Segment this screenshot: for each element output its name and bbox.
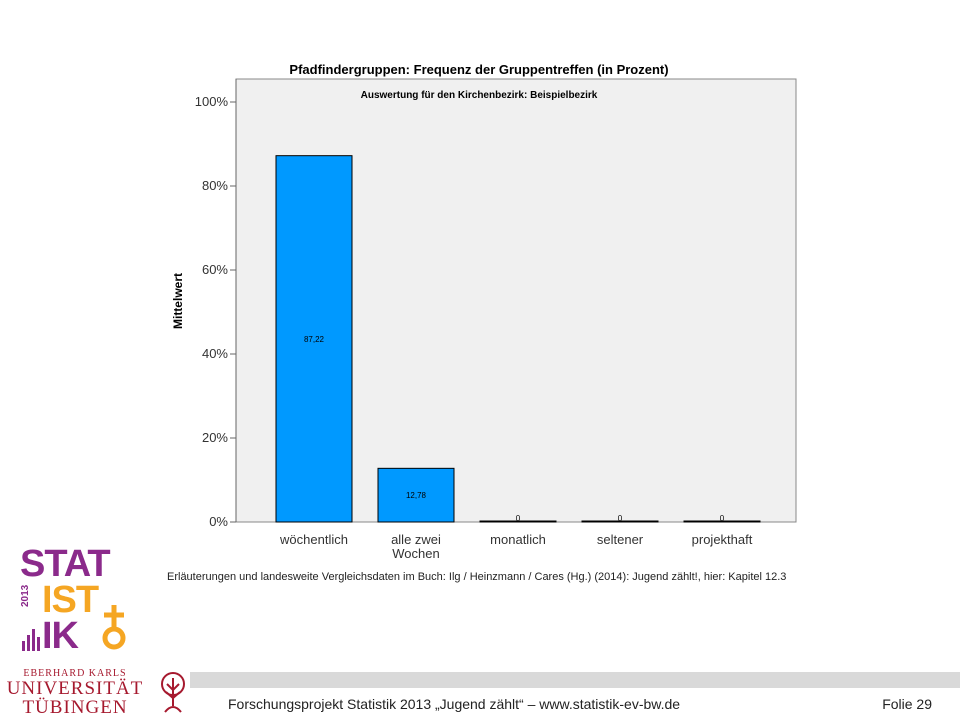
university-logo: EBERHARD KARLS UNIVERSITÄT TÜBINGEN <box>5 668 145 718</box>
bar-chart-glyph-icon <box>22 629 40 651</box>
logo-ist-text: IST <box>42 579 99 621</box>
bar <box>581 520 659 523</box>
venus-symbol-icon <box>102 605 126 650</box>
bar <box>683 520 761 523</box>
y-tick-label: 0% <box>209 514 228 529</box>
x-category-label: alle zwei <box>391 532 441 547</box>
bar-value-label: 87,22 <box>304 335 325 344</box>
university-line2: UNIVERSITÄT <box>6 678 144 699</box>
y-tick-label: 40% <box>202 346 228 361</box>
tree-emblem-icon <box>161 672 185 713</box>
y-tick-label: 100% <box>195 94 229 109</box>
x-category-label: Wochen <box>392 546 439 561</box>
x-category-label: seltener <box>597 532 644 547</box>
source-note: Erläuterungen und landesweite Vergleichs… <box>167 571 787 583</box>
bar-value-label: 0 <box>720 514 725 523</box>
chart-subtitle: Auswertung für den Kirchenbezirk: Beispi… <box>361 90 598 101</box>
footer-bar <box>190 672 960 688</box>
bar <box>479 520 557 523</box>
y-axis-label: Mittelwert <box>171 273 185 329</box>
chart-title: Pfadfindergruppen: Frequenz der Gruppent… <box>289 62 668 77</box>
x-category-label: monatlich <box>490 532 546 547</box>
university-line1: EBERHARD KARLS <box>23 668 127 679</box>
bars: 87,22 12,78 0 0 0 <box>275 155 761 523</box>
slide-number: Folie 29 <box>882 696 932 712</box>
bar <box>377 467 455 523</box>
x-category-label: wöchentlich <box>279 532 348 547</box>
bar-value-label: 12,78 <box>406 491 427 500</box>
logo-year-text: 2013 <box>20 584 31 607</box>
y-tick-label: 20% <box>202 430 228 445</box>
university-line3: TÜBINGEN <box>22 697 128 718</box>
logo-stat-text: STAT <box>20 543 111 585</box>
logo-ik-text: IK <box>42 615 79 657</box>
bar-value-label: 0 <box>516 514 521 523</box>
bar-chart: Pfadfindergruppen: Frequenz der Gruppent… <box>171 62 797 561</box>
y-tick-label: 80% <box>202 178 228 193</box>
x-category-label: projekthaft <box>692 532 753 547</box>
bar <box>275 155 353 523</box>
y-tick-label: 60% <box>202 262 228 277</box>
statistik-2013-logo: STAT IST IK 2013 <box>20 545 130 655</box>
footer-text: Forschungsprojekt Statistik 2013 „Jugend… <box>228 696 681 712</box>
bar-value-label: 0 <box>618 514 623 523</box>
y-ticks: 0% 20% 40% 60% 80% 100% <box>195 94 236 529</box>
